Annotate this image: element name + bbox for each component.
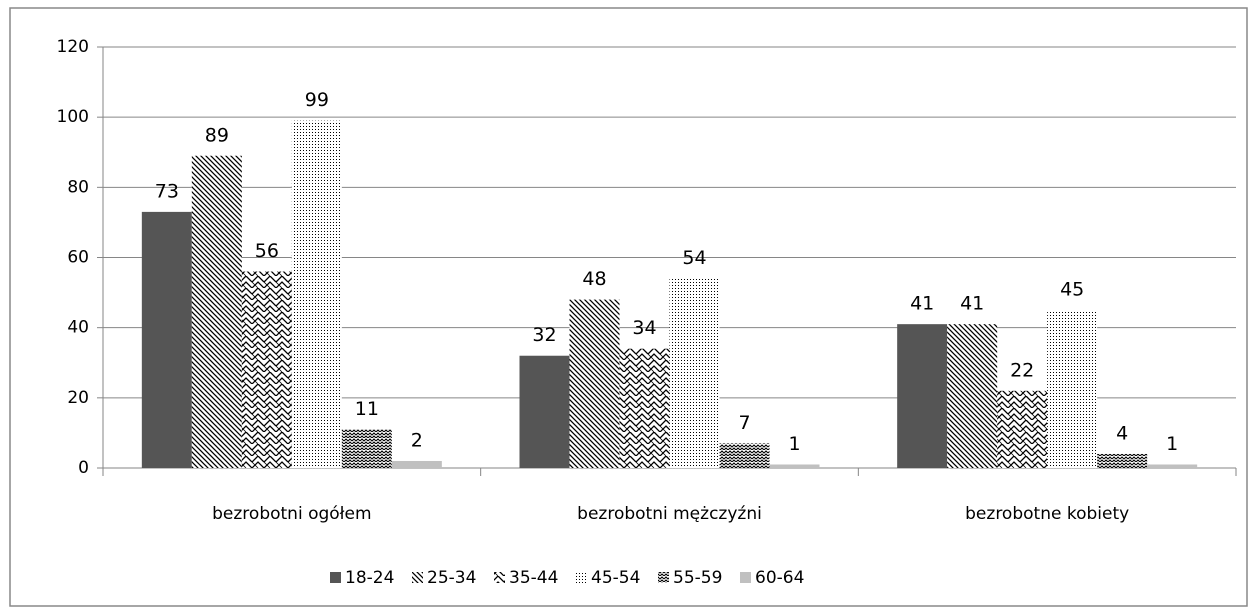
x-tick-label: bezrobotne kobiety (965, 504, 1129, 524)
data-label: 22 (1010, 359, 1034, 381)
data-label: 48 (582, 268, 606, 290)
data-label: 34 (632, 317, 656, 339)
legend-swatch (740, 572, 751, 583)
legend-label: 35-44 (509, 568, 558, 588)
data-label: 1 (1166, 433, 1178, 455)
bar (997, 390, 1048, 468)
legend-swatch (494, 572, 505, 583)
data-label: 1 (788, 433, 800, 455)
y-tick-label: 40 (67, 318, 89, 338)
data-label: 73 (155, 180, 179, 202)
data-label: 2 (411, 429, 423, 451)
y-tick-label: 100 (57, 107, 89, 127)
y-tick-label: 60 (67, 248, 89, 268)
y-tick-label: 120 (57, 37, 89, 57)
bar (619, 348, 670, 468)
data-label: 89 (205, 124, 229, 146)
data-label: 11 (355, 398, 379, 420)
bar (569, 299, 620, 468)
bar (519, 355, 570, 468)
bar (291, 120, 342, 469)
bar (947, 324, 998, 468)
data-label: 32 (532, 324, 556, 346)
legend-swatch (576, 572, 587, 583)
legend-label: 60-64 (755, 568, 804, 588)
bar (897, 324, 948, 468)
x-tick-label: bezrobotni mężczyźni (577, 504, 762, 524)
data-label: 56 (255, 240, 279, 262)
legend-label: 25-34 (427, 568, 476, 588)
legend-swatch (330, 572, 341, 583)
bar (1147, 464, 1198, 468)
bar (241, 271, 292, 468)
bar (191, 155, 242, 468)
data-label: 7 (738, 412, 750, 434)
data-label: 54 (682, 247, 706, 269)
legend-label: 18-24 (345, 568, 394, 588)
y-tick-label: 0 (78, 458, 89, 478)
legend-label: 45-54 (591, 568, 640, 588)
bar (141, 211, 192, 468)
bar (341, 429, 392, 468)
bar (719, 443, 770, 468)
y-tick-label: 20 (67, 388, 89, 408)
legend-label: 55-59 (673, 568, 722, 588)
x-tick-label: bezrobotni ogółem (212, 504, 371, 524)
legend-swatch (412, 572, 423, 583)
legend-swatch (658, 572, 669, 583)
data-label: 99 (305, 89, 329, 111)
data-label: 4 (1116, 422, 1128, 444)
bar (669, 278, 720, 468)
y-tick-label: 80 (67, 177, 89, 197)
bar (391, 460, 442, 468)
data-label: 41 (960, 293, 984, 315)
data-label: 45 (1060, 279, 1084, 301)
data-label: 41 (910, 293, 934, 315)
bar (769, 464, 820, 468)
bar (1097, 453, 1148, 468)
bar (1047, 310, 1098, 468)
